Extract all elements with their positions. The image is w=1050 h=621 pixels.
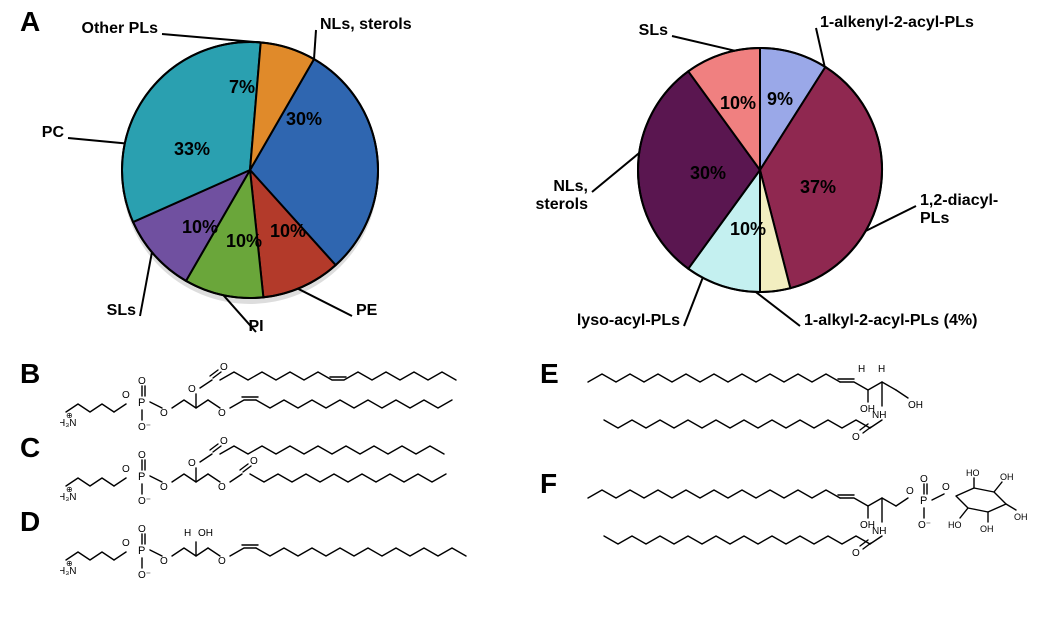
svg-text:OH: OH bbox=[1000, 472, 1014, 482]
svg-text:HO: HO bbox=[966, 468, 980, 478]
panel-label-F: F bbox=[540, 468, 557, 500]
svg-text:P: P bbox=[138, 545, 145, 557]
svg-text:O: O bbox=[122, 390, 130, 401]
svg-text:O: O bbox=[220, 362, 228, 373]
svg-text:O: O bbox=[906, 486, 914, 497]
pie-right-pct-sls: 10% bbox=[720, 93, 756, 113]
svg-text:P: P bbox=[138, 471, 145, 483]
svg-text:O: O bbox=[138, 376, 146, 387]
svg-text:O: O bbox=[188, 458, 196, 469]
pie-right-label-alkenyl: 1-alkenyl-2-acyl-PLs bbox=[820, 14, 974, 32]
pie-chart-right: 9% 37% 10% 30% 10% bbox=[618, 28, 902, 312]
svg-text:O: O bbox=[122, 464, 130, 475]
svg-text:O: O bbox=[138, 524, 146, 535]
svg-text:HO: HO bbox=[948, 520, 962, 530]
pie-left-label-sls: SLs bbox=[0, 302, 136, 320]
svg-text:O: O bbox=[218, 556, 226, 567]
svg-text:P: P bbox=[920, 495, 927, 507]
svg-text:OH: OH bbox=[908, 400, 923, 411]
svg-text:O: O bbox=[138, 450, 146, 461]
svg-text:O⁻: O⁻ bbox=[138, 570, 151, 580]
svg-text:⊕: ⊕ bbox=[66, 411, 73, 420]
svg-text:OH: OH bbox=[198, 528, 213, 539]
pie-left-label-pe: PE bbox=[356, 302, 377, 320]
svg-text:OH: OH bbox=[980, 524, 994, 534]
panel-label-C: C bbox=[20, 432, 40, 464]
pie-left-pct-nls: 30% bbox=[286, 109, 322, 129]
svg-text:O: O bbox=[852, 548, 860, 559]
molecule-D: H₃N ⊕ O P O O⁻ O H OH O bbox=[60, 506, 520, 580]
svg-text:O⁻: O⁻ bbox=[138, 496, 151, 506]
pie-right-label-lyso: lyso-acyl-PLs bbox=[500, 312, 680, 330]
svg-text:O: O bbox=[160, 556, 168, 567]
svg-text:O: O bbox=[920, 474, 928, 485]
svg-text:O: O bbox=[160, 482, 168, 493]
svg-text:⊕: ⊕ bbox=[66, 485, 73, 494]
figure-root: A B C D E F 30%10%10%10%33%7% 9%37%10%30… bbox=[0, 0, 1050, 621]
svg-text:O: O bbox=[250, 456, 258, 467]
svg-text:P: P bbox=[138, 397, 145, 409]
pie-right-pct-nls: 30% bbox=[690, 163, 726, 183]
svg-text:O: O bbox=[188, 384, 196, 395]
molecule-E: H H OH OH NH O bbox=[582, 358, 1032, 448]
svg-text:H: H bbox=[858, 364, 865, 375]
pie-left-label-other: Other PLs bbox=[0, 20, 158, 38]
svg-text:O⁻: O⁻ bbox=[918, 520, 931, 531]
svg-text:O: O bbox=[852, 432, 860, 443]
svg-text:H: H bbox=[878, 364, 885, 375]
molecule-F: OH NH O O P O O⁻ O HO OH OH OH HO bbox=[582, 468, 1042, 578]
pie-right-label-nls: NLs,sterols bbox=[408, 178, 588, 213]
molecule-B: H₃N ⊕ O P O O⁻ O O O O bbox=[60, 358, 520, 432]
pie-left-label-nls: NLs, sterols bbox=[320, 16, 412, 34]
pie-left-label-pc: PC bbox=[0, 124, 64, 142]
pie-left-pct-pc: 33% bbox=[174, 139, 210, 159]
pie-right-pct-lyso: 10% bbox=[730, 219, 766, 239]
panel-label-E: E bbox=[540, 358, 559, 390]
svg-text:H: H bbox=[184, 528, 191, 539]
svg-text:NH: NH bbox=[872, 526, 886, 537]
svg-text:O: O bbox=[218, 408, 226, 419]
svg-text:NH: NH bbox=[872, 410, 886, 421]
pie-chart-left: 30% 10% 10% 10% 33% 7% bbox=[102, 22, 398, 318]
svg-text:O: O bbox=[160, 408, 168, 419]
panel-label-B: B bbox=[20, 358, 40, 390]
svg-text:O: O bbox=[942, 482, 950, 493]
pie-left-label-pi: PI bbox=[166, 318, 346, 336]
pie-right-pct-diacyl: 37% bbox=[800, 177, 836, 197]
pie-left-pct-pi: 10% bbox=[226, 231, 262, 251]
svg-text:O: O bbox=[122, 538, 130, 549]
pie-right-label-alkyl: 1-alkyl-2-acyl-PLs (4%) bbox=[804, 312, 977, 330]
pie-left-pct-pe: 10% bbox=[270, 221, 306, 241]
svg-text:OH: OH bbox=[1014, 512, 1028, 522]
svg-text:⊕: ⊕ bbox=[66, 559, 73, 568]
pie-left-pct-sls: 10% bbox=[182, 217, 218, 237]
svg-text:O: O bbox=[218, 482, 226, 493]
svg-text:O: O bbox=[220, 436, 228, 447]
pie-left-pct-other: 7% bbox=[229, 77, 255, 97]
panel-label-D: D bbox=[20, 506, 40, 538]
pie-right-label-sls: SLs bbox=[488, 22, 668, 40]
pie-right-pct-alkenyl: 9% bbox=[767, 89, 793, 109]
molecule-C: H₃N ⊕ O P O O⁻ O O O O O bbox=[60, 432, 520, 506]
svg-text:O⁻: O⁻ bbox=[138, 422, 151, 432]
pie-right-label-diacyl: 1,2-diacyl-PLs bbox=[920, 192, 998, 227]
